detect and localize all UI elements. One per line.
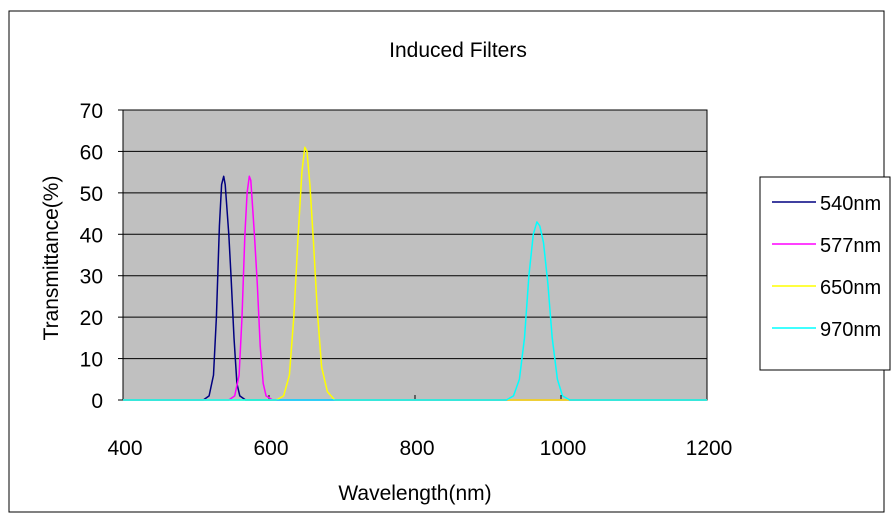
series-lines (123, 146, 707, 401)
series-line-650nm (123, 146, 707, 401)
chart-title: Induced Filters (389, 39, 527, 62)
y-tick-label: 0 (91, 390, 103, 413)
y-tick-label: 40 (80, 224, 103, 247)
y-tick-label: 10 (80, 349, 103, 372)
y-tick-label: 60 (80, 141, 103, 164)
axes: 0 10 20 30 40 50 60 70 400 600 800 1000 1200 (80, 100, 733, 460)
legend-box (759, 176, 891, 371)
x-axis-title: Wavelength(nm) (338, 482, 491, 505)
x-tick-label: 600 (253, 437, 288, 460)
x-tick-label: 1200 (686, 437, 733, 460)
x-tick-label: 800 (399, 437, 434, 460)
y-tick-label: 50 (80, 183, 103, 206)
legend-label: 650nm (820, 277, 881, 299)
y-tick-label: 70 (80, 100, 103, 123)
plot-area (122, 109, 708, 401)
series-line-540nm (123, 175, 707, 401)
series-line-577nm (123, 175, 707, 401)
legend: 540nm 577nm 650nm 970nm (759, 176, 891, 371)
legend-label: 970nm (820, 319, 881, 341)
legend-label: 577nm (820, 235, 881, 257)
series-line-970nm (123, 221, 707, 401)
y-axis-title: Transmittance(%) (40, 176, 63, 341)
x-tick-label: 1000 (540, 437, 587, 460)
y-tick-label: 30 (80, 266, 103, 289)
plot-background (122, 109, 708, 401)
legend-label: 540nm (820, 193, 881, 215)
y-tick-label: 20 (80, 307, 103, 330)
x-tick-label: 400 (107, 437, 142, 460)
